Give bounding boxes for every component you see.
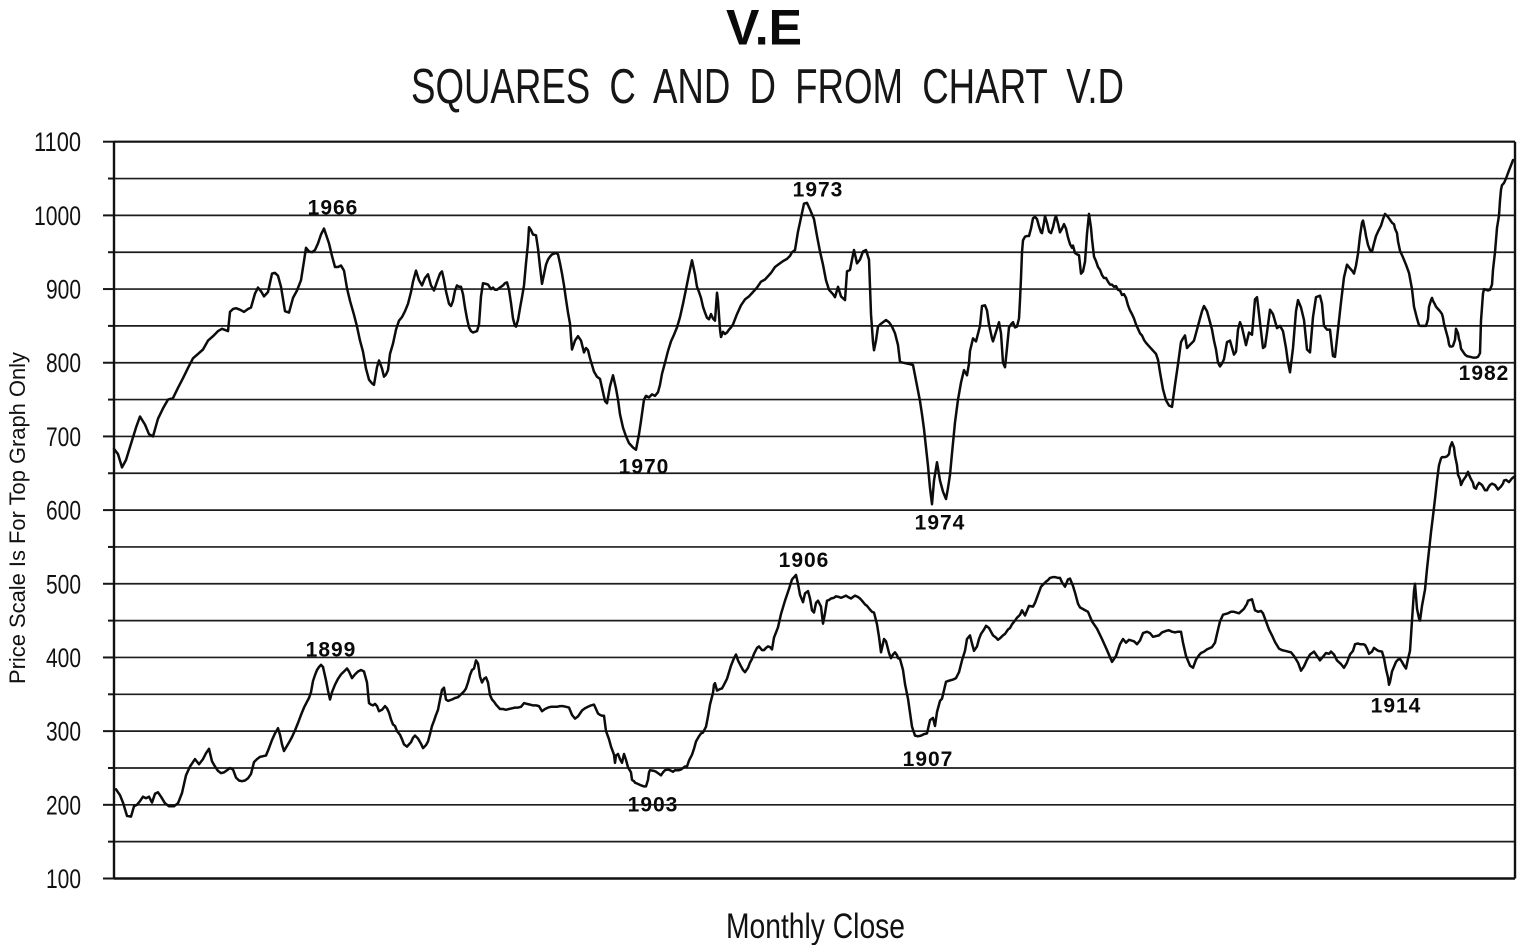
svg-text:1914: 1914	[1371, 695, 1422, 718]
svg-text:1899: 1899	[306, 639, 357, 662]
svg-text:Monthly Close: Monthly Close	[726, 907, 905, 945]
svg-text:V.E: V.E	[726, 0, 802, 56]
svg-text:700: 700	[46, 422, 81, 452]
svg-text:900: 900	[46, 275, 81, 305]
svg-text:1000: 1000	[34, 201, 81, 231]
svg-text:1982: 1982	[1459, 362, 1510, 385]
svg-text:1974: 1974	[915, 512, 966, 535]
svg-text:100: 100	[46, 864, 81, 894]
svg-text:800: 800	[46, 348, 81, 378]
svg-text:Price Scale Is For Top Graph O: Price Scale Is For Top Graph Only	[5, 352, 30, 684]
svg-text:1906: 1906	[779, 549, 830, 572]
svg-text:600: 600	[46, 496, 81, 526]
svg-text:1973: 1973	[793, 179, 844, 202]
svg-text:200: 200	[46, 790, 81, 820]
svg-text:1907: 1907	[903, 748, 954, 771]
svg-text:1903: 1903	[628, 794, 679, 817]
svg-text:1100: 1100	[34, 127, 81, 157]
svg-text:300: 300	[46, 717, 81, 747]
svg-text:SQUARES C AND D FROM CHAR: SQUARES C AND D FROM CHART V.D	[411, 60, 1124, 114]
svg-text:400: 400	[46, 643, 81, 673]
svg-text:1970: 1970	[619, 456, 670, 479]
svg-text:500: 500	[46, 569, 81, 599]
svg-text:1966: 1966	[308, 197, 359, 220]
